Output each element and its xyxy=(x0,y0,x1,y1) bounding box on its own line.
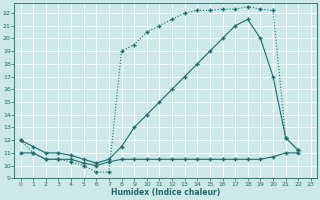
X-axis label: Humidex (Indice chaleur): Humidex (Indice chaleur) xyxy=(111,188,220,197)
